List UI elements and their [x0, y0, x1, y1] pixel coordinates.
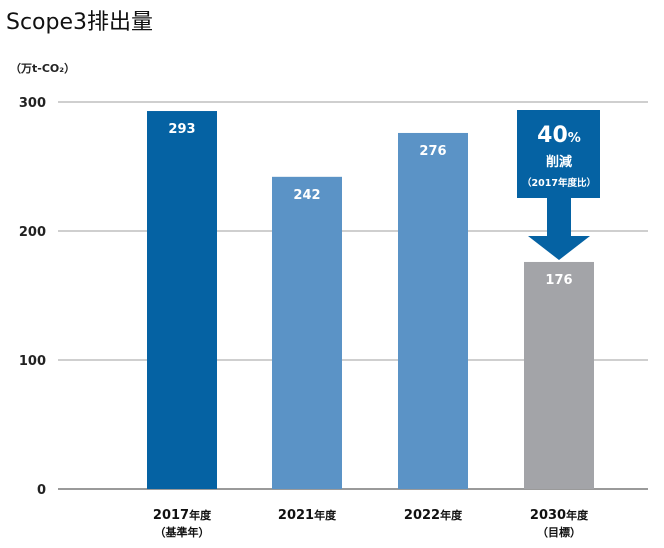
callout-arrow: [528, 198, 590, 260]
callout-baseline-note: （2017年度比）: [522, 177, 596, 189]
bar-value-label: 276: [419, 144, 446, 159]
y-tick-label: 100: [19, 354, 46, 369]
bar: [524, 261, 594, 489]
x-tick-label: 2030年度: [530, 508, 589, 523]
chart-title: Scope3排出量: [6, 10, 154, 35]
bar: [147, 111, 217, 489]
y-tick-label: 200: [19, 225, 46, 240]
x-tick-label: 2017年度: [153, 508, 212, 523]
x-tick-label: 2021年度: [278, 508, 337, 523]
bar-value-label: 176: [545, 273, 572, 288]
x-tick-label: 2022年度: [404, 508, 463, 523]
bar: [272, 176, 342, 489]
callout-reduction-label: 削減: [546, 154, 572, 170]
y-tick-label: 0: [37, 483, 46, 498]
y-tick-label: 300: [19, 96, 46, 111]
x-tick-sublabel: （基準年）: [155, 525, 210, 539]
bar-value-label: 293: [168, 122, 195, 137]
bar-value-label: 242: [293, 188, 320, 203]
callout-box: [517, 110, 600, 198]
x-tick-sublabel: （目標）: [537, 525, 581, 539]
callout-percent: 40%: [537, 123, 581, 148]
y-axis-unit-label: （万t-CO₂）: [10, 62, 76, 75]
bar: [398, 132, 468, 489]
